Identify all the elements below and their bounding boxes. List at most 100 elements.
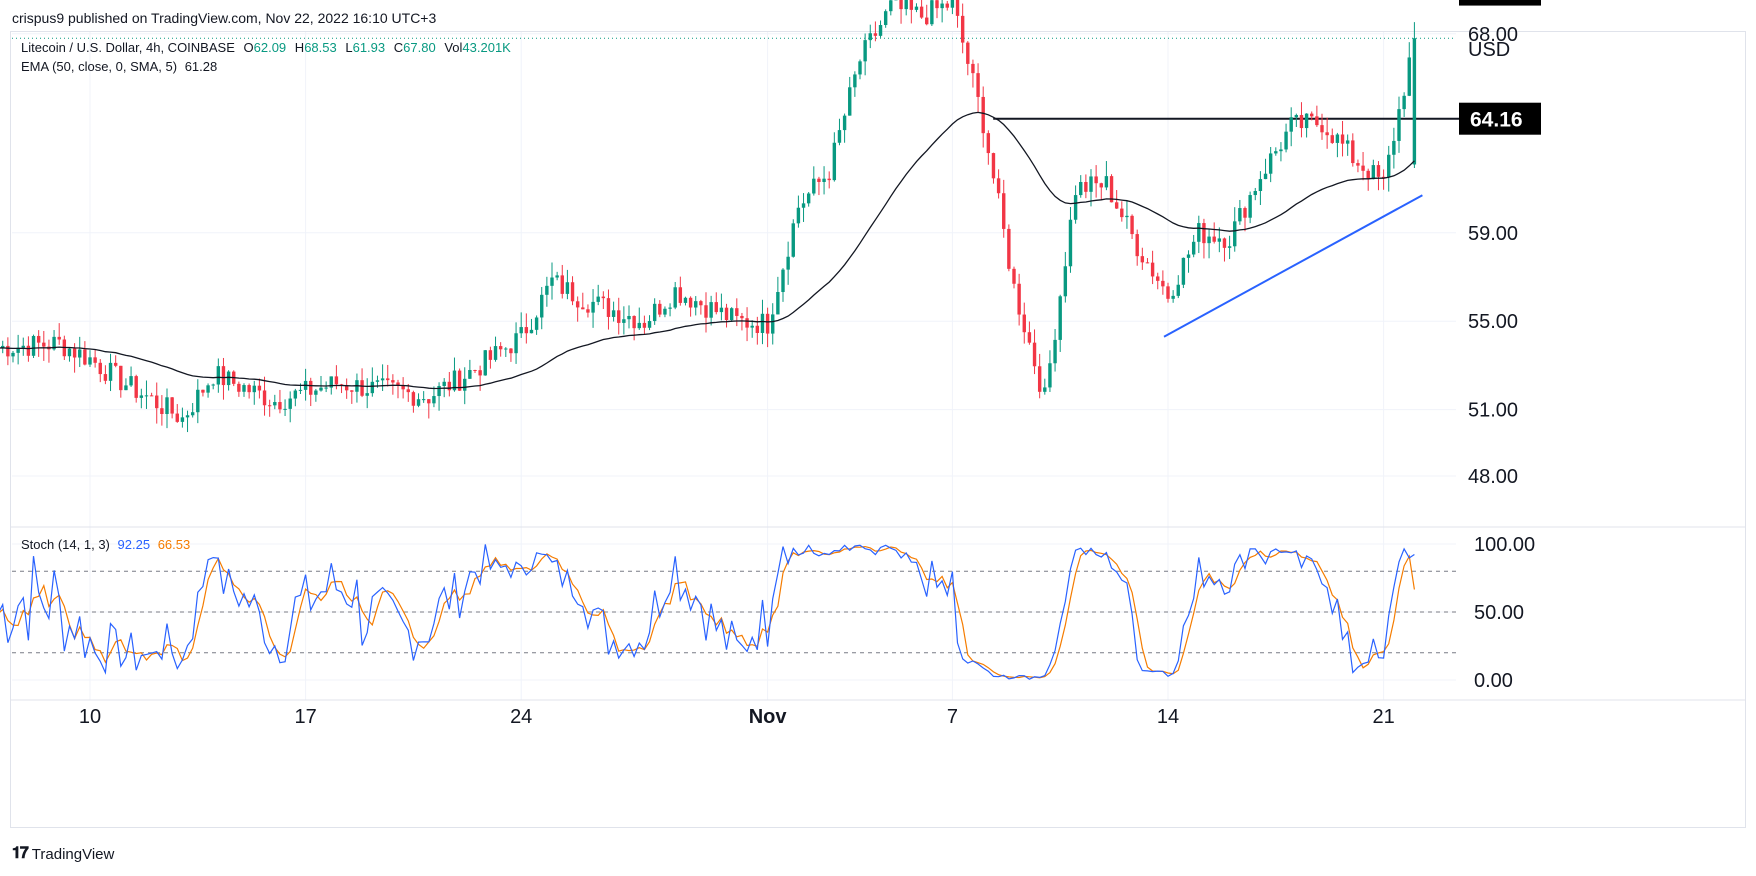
candle-body [1084,181,1088,192]
candle-body [273,402,277,406]
candle-body [1340,134,1345,144]
candle-body [78,349,82,358]
candle-body [704,305,708,318]
candle-body [1171,295,1175,299]
candle-body [699,301,703,306]
candle-body [1079,181,1083,196]
candle-body [735,308,739,316]
candle-body [1376,165,1381,177]
candle-body [1135,234,1139,257]
price-label-box [1459,0,1541,6]
candle-body [1073,195,1078,220]
candle-body [57,336,61,340]
volume-label: Vol [444,40,463,55]
time-tick-label: 21 [1372,706,1394,728]
candle-body [119,365,123,391]
time-tick-label: 14 [1157,706,1179,728]
candle-body [806,193,811,204]
candle-body [596,296,600,302]
candle-body [185,415,190,418]
candle-body [88,357,92,365]
candle-body [468,369,472,379]
candle-body [21,345,25,348]
candle-body [606,298,611,317]
candle-body [1392,140,1396,155]
candle-body [1202,223,1206,244]
candle-body [514,333,518,354]
candle-body [375,380,380,382]
stoch-tick-label: 50.00 [1474,602,1524,624]
candle-body [863,40,867,62]
candle-body [1166,286,1170,299]
candle-body [314,390,318,395]
candle-body [950,0,955,8]
candle-body [853,74,857,88]
candle-body [899,0,903,10]
candle-body [750,325,754,328]
candle-body [411,392,416,406]
candle-body [1243,208,1247,218]
candle-body [801,203,806,208]
candle-body [919,6,924,18]
footer-brand[interactable]: 𝟏𝟕 TradingView [12,845,114,863]
candle-body [1094,176,1098,184]
candle-body [524,327,529,334]
candle-body [668,307,672,309]
candle-body [226,371,231,386]
candle-body [1233,221,1237,247]
candle-body [252,385,256,393]
candle-body [242,385,246,392]
candle-body [463,378,467,391]
candle-body [1130,215,1134,235]
candle-body [883,11,888,26]
candle-body [339,384,344,386]
candle-body [1366,170,1370,180]
candle-body [283,408,287,410]
candle-body [873,33,878,36]
candle-body [678,287,683,303]
time-tick-label: 24 [510,706,532,728]
price-tick-label: 51.00 [1468,400,1518,422]
candle-body [673,287,677,308]
candle-body [93,357,97,363]
candle-body [216,366,221,385]
candle-body [858,61,862,75]
candle-body [452,370,457,391]
candle-body [427,399,431,404]
candle-body [955,0,960,16]
low-value: 61.93 [352,40,386,55]
candle-body [1289,117,1293,132]
candle-body [155,395,159,409]
candle-body [694,301,698,308]
stoch-legend: Stoch (14, 1, 3) 92.25 66.53 [21,537,190,552]
candle-body [1150,262,1155,277]
candle-body [971,63,975,74]
stoch-k-value: 92.25 [117,537,151,552]
candle-body [812,178,816,194]
candle-body [344,385,349,391]
candle-body [832,142,837,181]
time-tick-label: 17 [294,706,316,728]
candle-body [760,313,765,333]
candle-body [1356,163,1360,166]
candle-body [324,387,328,389]
publish-line: crispus9 published on TradingView.com, N… [12,10,437,26]
candle-body [1284,131,1288,150]
chart-frame [10,31,1746,828]
candle-body [160,408,164,415]
candle-body [822,178,826,182]
candle-body [493,346,498,360]
candle-body [221,366,226,386]
stoch-d-line [0,545,1415,679]
candle-body [206,385,210,393]
candle-body [842,115,847,131]
candle-body [457,370,462,391]
candle-body [149,395,154,397]
candle-body [1361,165,1365,171]
candle-body [1120,208,1124,218]
candle-body [1058,296,1062,340]
candle-body [278,402,282,410]
candle-body [878,25,883,36]
candle-body [1387,154,1391,178]
